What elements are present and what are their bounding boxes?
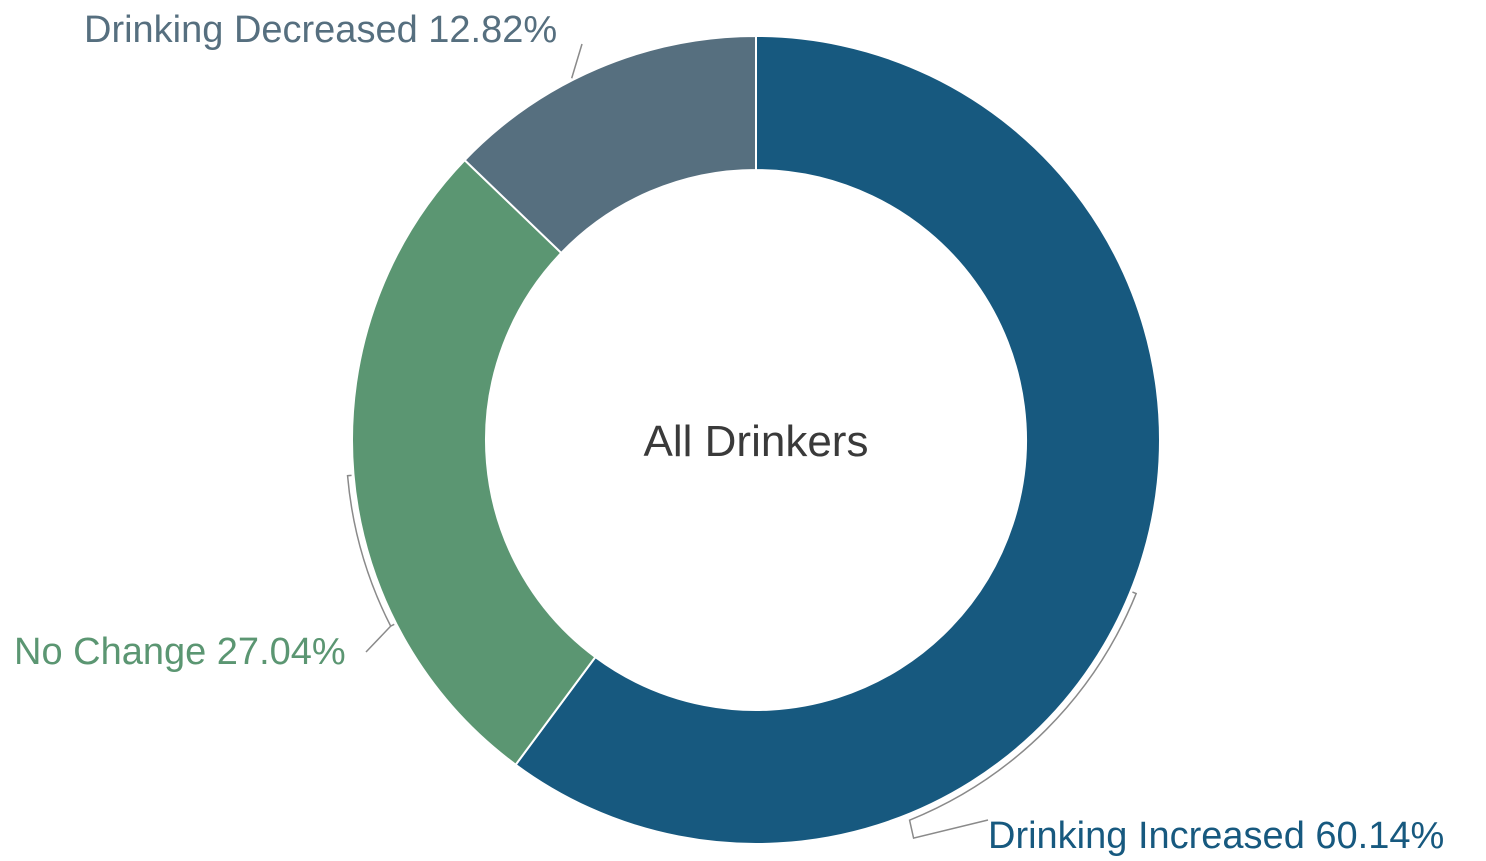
- slice-drinking-increased: [514, 34, 1161, 845]
- labels-layer: Drinking Increased 60.14% No Change 27.04…: [14, 9, 1444, 857]
- slice-label-drinking-decreased: Drinking Decreased 12.82%: [84, 9, 557, 51]
- leader-line-drinking-decreased: [570, 43, 583, 79]
- center-label: All Drinkers: [644, 417, 869, 466]
- leader-line-drinking-increased: [908, 591, 1138, 840]
- slices-layer: [351, 34, 1161, 845]
- leader-line-no-change: [346, 474, 395, 653]
- leader-lines-layer: [346, 43, 1138, 840]
- slice-drinking-decreased: [463, 34, 757, 255]
- slice-label-no-change: No Change 27.04%: [14, 631, 346, 673]
- slice-no-change: [351, 158, 597, 767]
- slice-label-drinking-increased: Drinking Increased 60.14%: [988, 815, 1444, 856]
